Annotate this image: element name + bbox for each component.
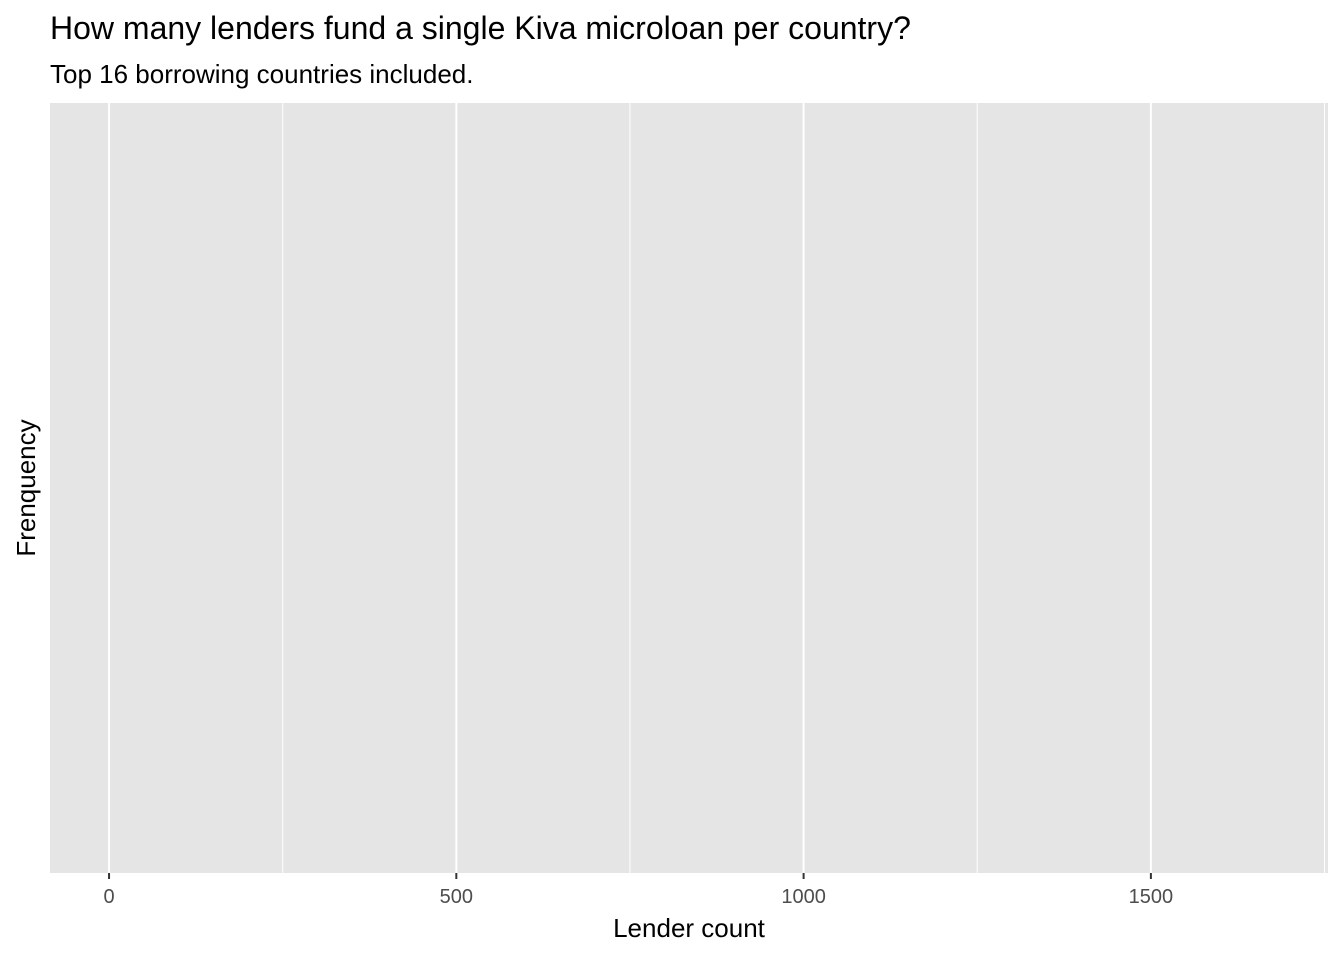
x-tick-label: 1000 — [781, 886, 826, 908]
x-tick-label: 1500 — [1129, 886, 1174, 908]
chart-title: How many lenders fund a single Kiva micr… — [50, 10, 911, 46]
plot-panel — [50, 103, 1328, 873]
minor-gridlines — [282, 103, 1326, 873]
x-axis-ticks — [108, 873, 1152, 879]
major-gridlines — [108, 103, 1152, 873]
x-axis-tick-labels: 0 500 1000 1500 — [103, 886, 1173, 908]
chart-subtitle: Top 16 borrowing countries included. — [50, 59, 474, 89]
x-tick-label: 0 — [103, 886, 114, 908]
x-tick-label: 500 — [440, 886, 473, 908]
x-axis-label: Lender count — [613, 913, 765, 943]
